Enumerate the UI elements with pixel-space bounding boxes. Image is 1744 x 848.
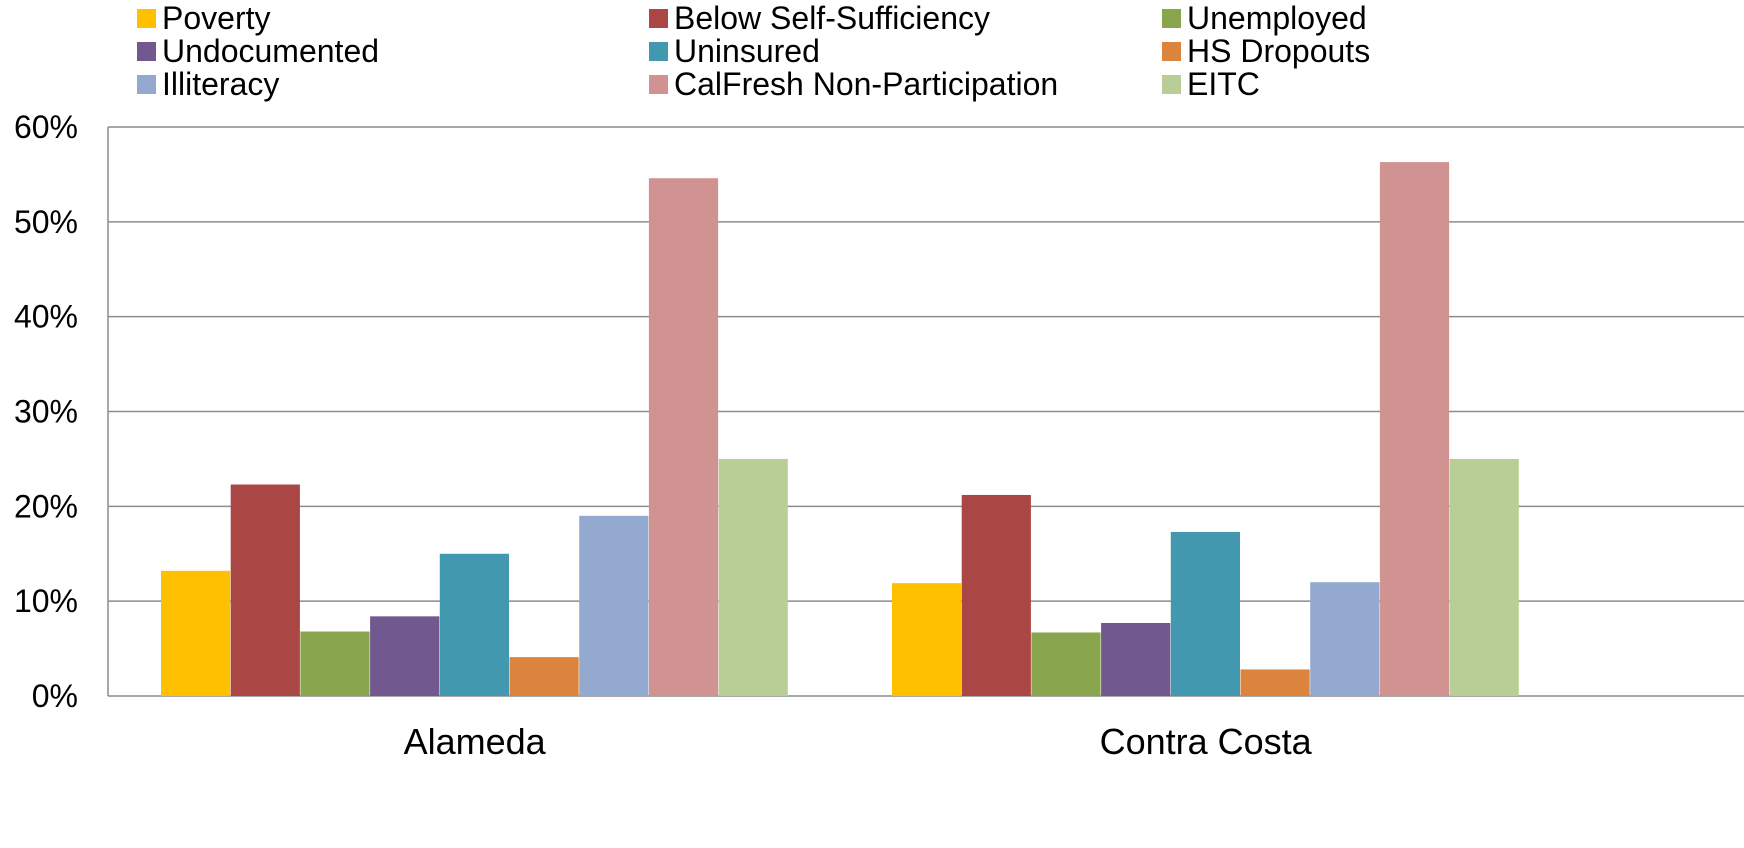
legend-item: Below Self-Sufficiency bbox=[649, 2, 990, 35]
bar bbox=[509, 657, 579, 696]
legend-swatch bbox=[137, 42, 156, 61]
bar bbox=[892, 583, 962, 696]
bar bbox=[370, 616, 440, 696]
legend-label: EITC bbox=[1187, 66, 1260, 102]
y-tick-label: 40% bbox=[14, 299, 78, 335]
legend-label: Poverty bbox=[162, 0, 271, 36]
y-axis: 0% 10% 20% 30% 40% 50% 60% bbox=[14, 109, 78, 714]
legend-item: HS Dropouts bbox=[1162, 35, 1370, 68]
legend-item: Illiteracy bbox=[137, 68, 279, 101]
bar bbox=[961, 494, 1031, 696]
bar bbox=[230, 484, 300, 696]
legend-swatch bbox=[137, 75, 156, 94]
legend-swatch bbox=[649, 42, 668, 61]
legend-label: HS Dropouts bbox=[1187, 33, 1371, 69]
legend-label: Undocumented bbox=[162, 33, 380, 69]
legend-label: Unemployed bbox=[1187, 0, 1367, 36]
bar bbox=[1310, 582, 1380, 696]
x-axis: Alameda Contra Costa bbox=[404, 721, 1313, 762]
legend-swatch bbox=[1162, 75, 1181, 94]
bar bbox=[1031, 632, 1101, 696]
y-tick-label: 50% bbox=[14, 204, 78, 240]
legend-label: Illiteracy bbox=[162, 66, 280, 102]
y-tick-label: 20% bbox=[14, 488, 78, 524]
legend-swatch bbox=[1162, 9, 1181, 28]
legend-label: CalFresh Non-Participation bbox=[674, 66, 1059, 102]
legend-item: Unemployed bbox=[1162, 2, 1367, 35]
legend-item: EITC bbox=[1162, 68, 1260, 101]
bar bbox=[439, 553, 509, 696]
legend-label: Uninsured bbox=[674, 33, 820, 69]
legend-item: Uninsured bbox=[649, 35, 820, 68]
chart-legend: Poverty Below Self-Sufficiency Unemployed U… bbox=[137, 2, 1737, 112]
y-tick-label: 0% bbox=[32, 678, 78, 714]
bar bbox=[1449, 458, 1519, 696]
x-category-label: Contra Costa bbox=[1100, 721, 1313, 762]
legend-item: Undocumented bbox=[137, 35, 379, 68]
y-tick-label: 10% bbox=[14, 583, 78, 619]
bar bbox=[1170, 531, 1240, 696]
x-category-label: Alameda bbox=[404, 721, 547, 762]
legend-swatch bbox=[1162, 42, 1181, 61]
bar bbox=[579, 515, 649, 696]
bar bbox=[648, 178, 719, 696]
bar bbox=[300, 631, 370, 696]
legend-swatch bbox=[137, 9, 156, 28]
legend-swatch bbox=[649, 75, 668, 94]
bar bbox=[161, 570, 231, 696]
legend-item: Poverty bbox=[137, 2, 270, 35]
y-tick-label: 30% bbox=[14, 394, 78, 430]
bar bbox=[1101, 622, 1171, 696]
bar bbox=[1379, 162, 1450, 697]
bar bbox=[718, 458, 788, 696]
legend-swatch bbox=[649, 9, 668, 28]
legend-item: CalFresh Non-Participation bbox=[649, 68, 1058, 101]
y-tick-label: 60% bbox=[14, 109, 78, 145]
bar bbox=[1240, 669, 1310, 696]
bars bbox=[161, 162, 1519, 697]
legend-label: Below Self-Sufficiency bbox=[674, 0, 990, 36]
